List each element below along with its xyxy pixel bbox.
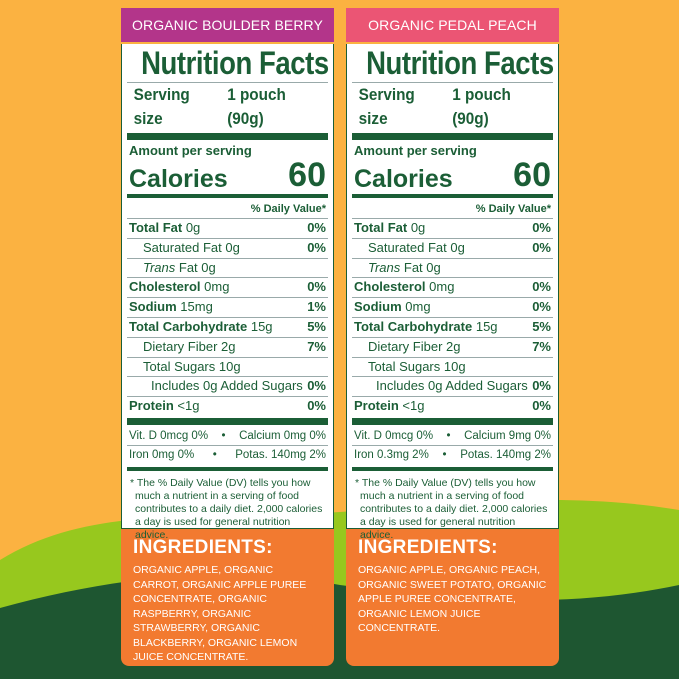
ingredients-box: INGREDIENTS: ORGANIC APPLE, ORGANIC PEAC… — [346, 529, 559, 666]
nutrient-row: Trans Fat 0g — [352, 257, 553, 278]
nutrient-row: Total Carbohydrate 15g 5% — [127, 316, 328, 337]
nutrition-facts-title: Nutrition Facts — [366, 45, 554, 81]
amount-per-serving: Amount per serving — [354, 143, 477, 158]
serving-size-row: Serving size 1 pouch (90g) — [127, 83, 328, 131]
nutrient-row: Dietary Fiber 2g 7% — [352, 336, 553, 357]
vitamin-row: Vit. D 0mcg 0% • Calcium 9mg 0% — [354, 429, 551, 442]
nutrient-row: Saturated Fat 0g 0% — [127, 237, 328, 258]
nutrition-facts-label: Nutrition Facts Serving size 1 pouch (90… — [346, 44, 559, 541]
calories-value: 60 — [513, 156, 551, 194]
daily-value-footnote: * The % Daily Value (DV) tells you how m… — [130, 476, 323, 541]
flavor-header: ORGANIC BOULDER BERRY — [121, 8, 334, 42]
nutrient-row: Total Sugars 10g — [352, 356, 553, 377]
nutrient-row: Protein <1g 0% — [127, 396, 328, 416]
daily-value-header: % Daily Value* — [475, 203, 551, 215]
serving-size-label: Serving size — [133, 85, 190, 128]
serving-size-label: Serving size — [358, 85, 415, 128]
nutrient-row: Saturated Fat 0g 0% — [352, 237, 553, 258]
daily-value-header: % Daily Value* — [250, 203, 326, 215]
calories-label: Calories — [129, 165, 228, 193]
vitamin-row: Iron 0mg 0% • Potas. 140mg 2% — [127, 445, 328, 465]
ingredients-box: INGREDIENTS: ORGANIC APPLE, ORGANIC CARR… — [121, 529, 334, 666]
serving-size-value: 1 pouch (90g) — [227, 85, 287, 128]
serving-size-value: 1 pouch (90g) — [452, 85, 512, 128]
nutrient-row: Total Fat 0g 0% — [352, 218, 553, 238]
daily-value-footnote: * The % Daily Value (DV) tells you how m… — [355, 476, 548, 541]
ingredients-text: ORGANIC APPLE, ORGANIC CARROT, ORGANIC A… — [133, 564, 307, 663]
ingredients-text: ORGANIC APPLE, ORGANIC PEACH, ORGANIC SW… — [358, 564, 547, 634]
nutrient-row: Includes 0g Added Sugars 0% — [352, 376, 553, 396]
ingredients-title: INGREDIENTS: — [358, 537, 498, 558]
calories-label: Calories — [354, 165, 453, 193]
nutrition-panel-boulder-berry: ORGANIC BOULDER BERRY Nutrition Facts Se… — [121, 8, 334, 666]
nutrient-row: Sodium 15mg 1% — [127, 297, 328, 317]
calories-row: Calories 60 — [127, 158, 328, 192]
vitamin-row: Iron 0.3mg 2% • Potas. 140mg 2% — [352, 445, 553, 465]
serving-size-row: Serving size 1 pouch (90g) — [352, 83, 553, 131]
calories-row: Calories 60 — [352, 158, 553, 192]
vitamin-row: Vit. D 0mcg 0% • Calcium 0mg 0% — [129, 429, 326, 442]
nutrient-row: Includes 0g Added Sugars 0% — [127, 376, 328, 396]
nutrient-row: Trans Fat 0g — [127, 257, 328, 278]
divider — [352, 133, 553, 140]
divider — [127, 133, 328, 140]
nutrient-row: Sodium 0mg 0% — [352, 297, 553, 317]
divider — [352, 466, 553, 471]
nutrient-row: Total Carbohydrate 15g 5% — [352, 316, 553, 337]
nutrient-row: Cholesterol 0mg 0% — [127, 277, 328, 297]
nutrient-row: Total Sugars 10g — [127, 356, 328, 377]
amount-per-serving: Amount per serving — [129, 143, 252, 158]
divider — [127, 466, 328, 471]
ingredients-title: INGREDIENTS: — [133, 537, 273, 558]
nutrient-row: Protein <1g 0% — [352, 396, 553, 416]
flavor-header: ORGANIC PEDAL PEACH — [346, 8, 559, 42]
divider — [127, 417, 328, 425]
divider — [352, 417, 553, 425]
nutrition-panel-pedal-peach: ORGANIC PEDAL PEACH Nutrition Facts Serv… — [346, 8, 559, 666]
nutrient-row: Total Fat 0g 0% — [127, 218, 328, 238]
divider — [127, 194, 328, 198]
nutrition-facts-title: Nutrition Facts — [141, 45, 329, 81]
nutrient-row: Cholesterol 0mg 0% — [352, 277, 553, 297]
nutrition-facts-label: Nutrition Facts Serving size 1 pouch (90… — [121, 44, 334, 541]
nutrient-row: Dietary Fiber 2g 7% — [127, 336, 328, 357]
divider — [352, 194, 553, 198]
calories-value: 60 — [288, 156, 326, 194]
